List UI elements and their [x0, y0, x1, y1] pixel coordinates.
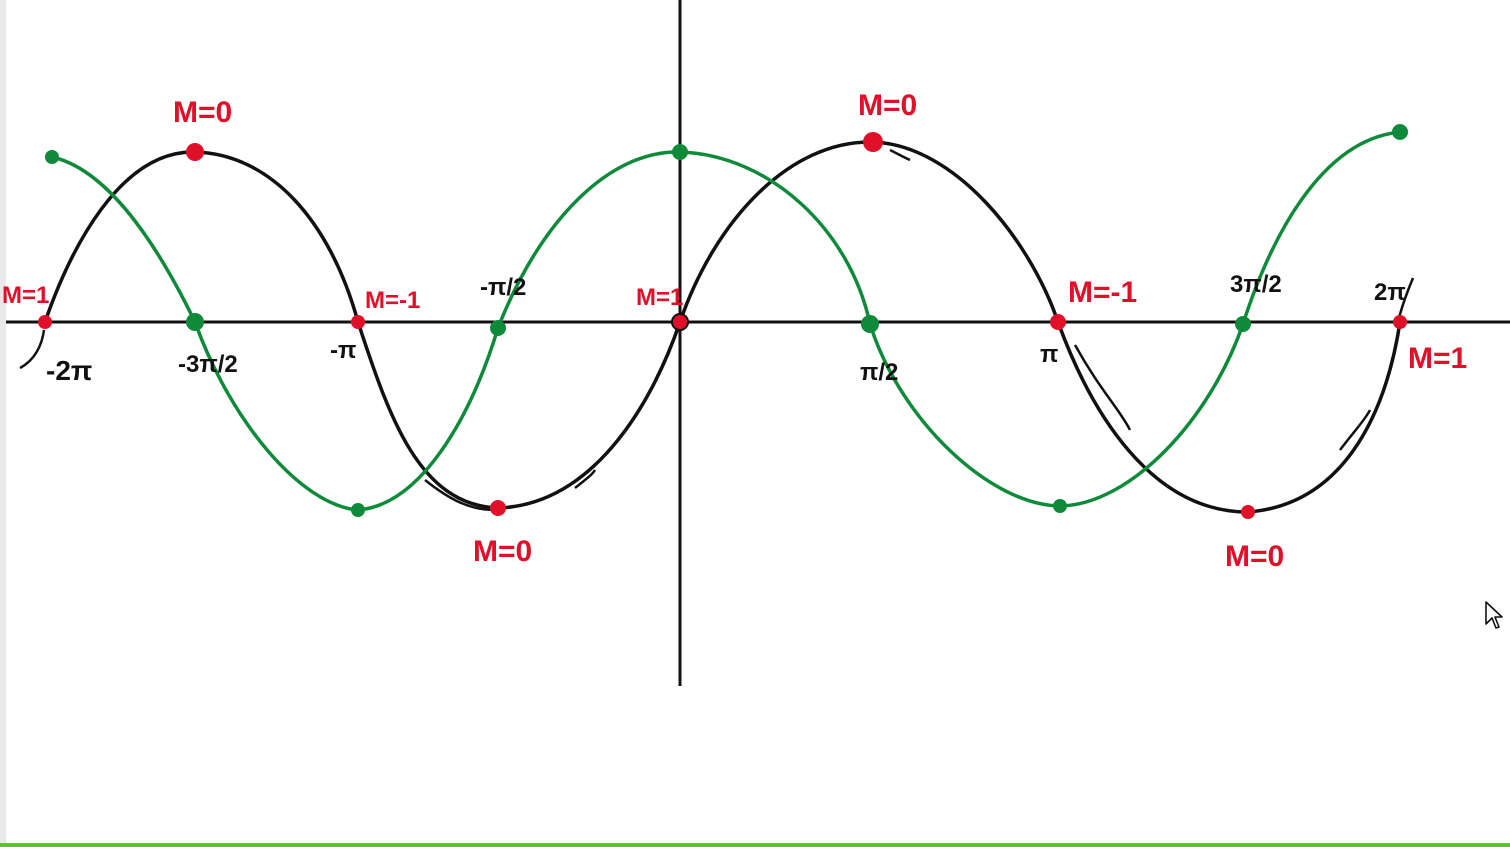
red-marker	[351, 315, 365, 329]
green-marker	[861, 315, 879, 333]
tick-pi: π	[1040, 341, 1058, 368]
m-label-right-peak: M=0	[858, 89, 917, 122]
tick-neg-pi-over-two: -π/2	[480, 274, 526, 301]
red-marker	[1050, 314, 1066, 330]
tick-two-pi: 2π	[1374, 279, 1406, 306]
red-marker	[1393, 315, 1407, 329]
m-label-pi: M=-1	[1068, 276, 1137, 309]
green-marker	[186, 313, 204, 331]
tick-three-pi-over-two: 3π/2	[1230, 271, 1282, 298]
m-label-left-peak: M=0	[173, 96, 232, 129]
m-label-left-trough: M=0	[473, 535, 532, 568]
red-marker	[490, 500, 506, 516]
green-marker	[1392, 124, 1408, 140]
red-marker	[186, 143, 204, 161]
green-marker	[672, 144, 688, 160]
m-label-origin: M=1	[636, 284, 683, 311]
tick-neg-three-pi-over-two: -3π/2	[178, 351, 238, 378]
green-markers	[45, 124, 1408, 517]
green-marker	[490, 320, 506, 336]
red-marker	[38, 315, 52, 329]
m-label-neg-pi: M=-1	[365, 287, 420, 314]
tick-neg-pi: -π	[330, 337, 356, 364]
m-label-right-trough: M=0	[1225, 540, 1284, 573]
green-marker	[1053, 499, 1067, 513]
m-label-two-pi: M=1	[1408, 342, 1467, 375]
green-marker	[351, 503, 365, 517]
green-marker	[1235, 316, 1251, 332]
green-marker	[45, 150, 59, 164]
m-label-left-edge: M=1	[2, 282, 49, 309]
red-markers	[38, 132, 1407, 519]
red-marker	[1241, 505, 1255, 519]
mouse-pointer-icon	[1485, 601, 1503, 629]
red-marker	[863, 132, 883, 152]
left-panel-edge	[0, 0, 6, 847]
tick-neg-two-pi: -2π	[46, 355, 92, 386]
sine-overstroke	[19, 148, 1415, 512]
tick-pi-over-two: π/2	[860, 359, 898, 386]
bottom-accent-bar	[0, 843, 1510, 847]
red-marker	[671, 313, 689, 331]
sine-curve	[43, 140, 1402, 514]
